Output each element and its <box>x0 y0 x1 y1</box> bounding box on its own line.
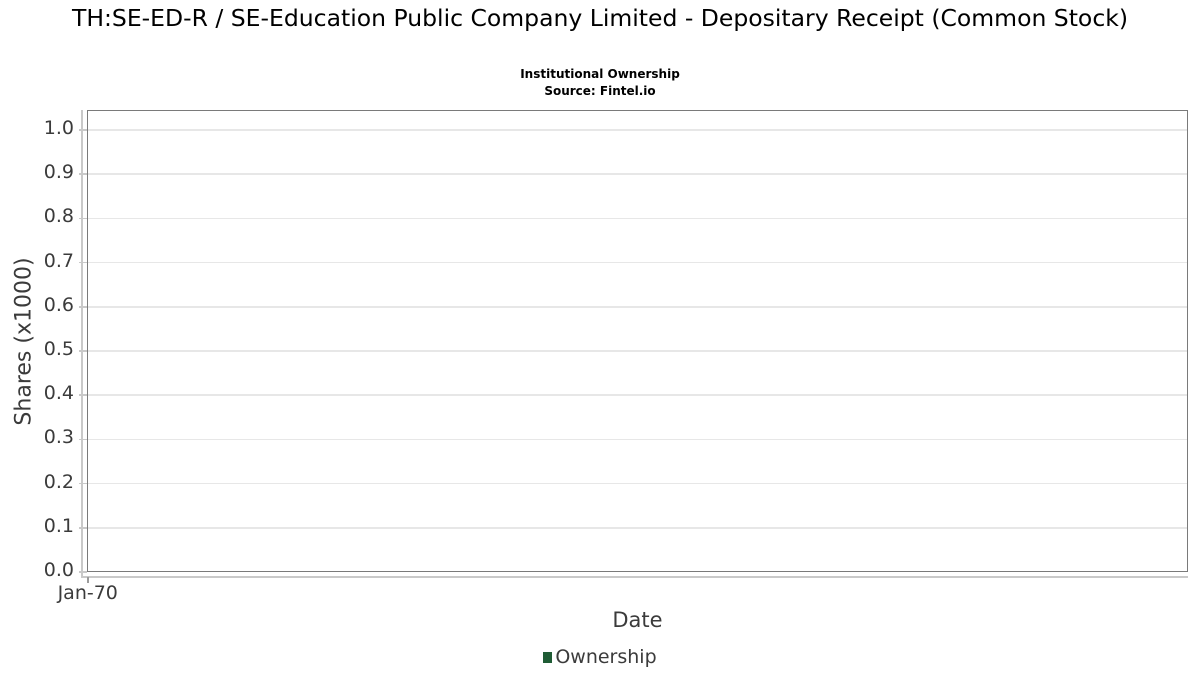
y-tick-label: 0.1 <box>43 514 74 537</box>
gridline <box>88 438 1187 441</box>
legend: Ownership <box>0 646 1200 668</box>
x-axis-line <box>81 576 1188 578</box>
chart-subtitle: Institutional Ownership <box>520 67 680 81</box>
y-tick-mark <box>79 306 87 308</box>
gridline <box>88 350 1187 352</box>
x-tick-mark <box>87 577 89 583</box>
gridline <box>88 129 1187 131</box>
plot-area <box>87 110 1188 572</box>
y-axis-title: Shares (x1000) <box>11 257 37 426</box>
y-tick-mark <box>79 261 87 264</box>
y-tick-label: 0.7 <box>43 249 74 272</box>
gridline <box>88 527 1187 529</box>
x-axis-title: Date <box>612 608 663 632</box>
y-tick-label: 0.9 <box>43 161 74 184</box>
x-tick-label: Jan-70 <box>57 582 118 604</box>
legend-swatch-ownership <box>543 651 553 663</box>
y-tick-mark <box>79 438 87 441</box>
gridline <box>88 394 1187 396</box>
y-tick-label: 0.0 <box>43 559 74 581</box>
y-tick-label: 0.6 <box>43 293 74 316</box>
y-tick-label: 0.3 <box>43 426 74 449</box>
y-tick-label: 0.4 <box>43 382 74 405</box>
y-tick-label: 0.2 <box>43 470 74 493</box>
y-tick-mark <box>79 482 87 485</box>
y-tick-mark <box>79 129 87 131</box>
y-tick-mark <box>79 394 87 396</box>
chart-title: TH:SE-ED-R / SE-Education Public Company… <box>71 4 1129 32</box>
y-tick-label: 0.8 <box>43 205 74 228</box>
y-tick-mark <box>79 350 87 352</box>
y-tick-mark <box>79 527 87 529</box>
y-tick-label: 0.5 <box>43 338 74 360</box>
gridline <box>88 217 1187 220</box>
y-tick-mark <box>79 217 87 220</box>
y-tick-mark <box>79 571 87 573</box>
y-tick-label: 1.0 <box>43 117 74 139</box>
y-axis-line <box>81 110 83 577</box>
gridline <box>88 261 1187 264</box>
gridline <box>88 482 1187 485</box>
chart-source-credit: Source: Fintel.io <box>544 84 656 98</box>
gridline <box>88 306 1187 308</box>
y-tick-mark <box>79 173 87 175</box>
gridline <box>88 173 1187 175</box>
legend-label-ownership: Ownership <box>555 646 657 668</box>
